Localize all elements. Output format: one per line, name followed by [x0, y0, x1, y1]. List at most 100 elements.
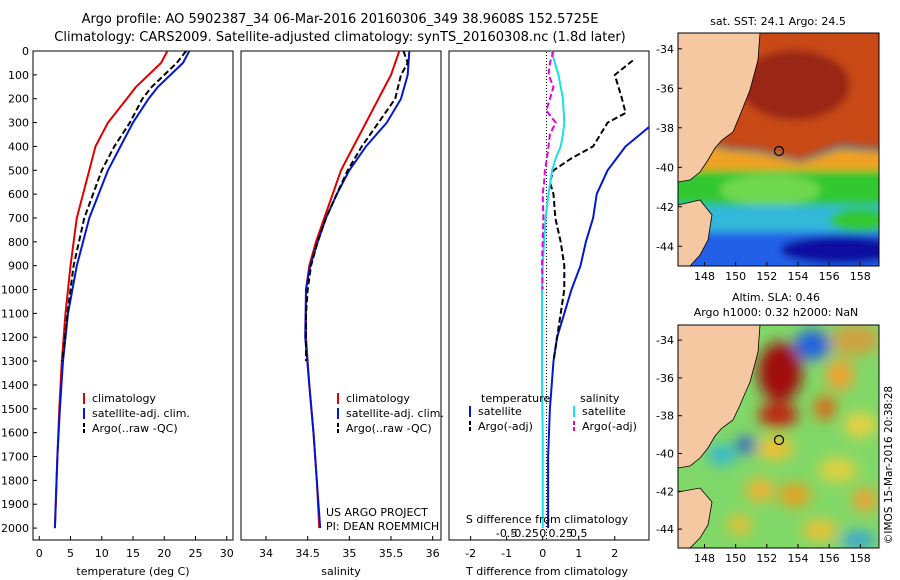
project-credit: US ARGO PROJECT	[326, 506, 428, 519]
lon-tick-label: 148	[694, 552, 715, 565]
sst-map-axes: 148 150 152 154 156 158 -34 -36 -38 -40 -42 -44	[656, 43, 871, 283]
x-tick-label: 15	[126, 547, 140, 560]
lat-tick-label: -34	[656, 334, 674, 347]
sla-map	[678, 325, 879, 548]
y-tick-label: 2000	[1, 522, 29, 535]
y-tick-label: 200	[8, 93, 29, 106]
y-tick-label: 700	[8, 212, 29, 225]
pi-credit: PI: DEAN ROEMMICH	[326, 520, 439, 533]
lat-tick-label: -38	[656, 410, 674, 423]
lon-tick-label: 158	[850, 552, 871, 565]
legend-argo: Argo(..raw -QC)	[92, 422, 178, 435]
legend-climatology: climatology	[92, 392, 156, 405]
lat-tick-label: -34	[656, 43, 674, 56]
y-tick-label: 1000	[1, 284, 29, 297]
lat-tick-label: -38	[656, 122, 674, 135]
series-line	[541, 51, 566, 529]
y-tick-label: 1300	[1, 355, 29, 368]
sst-map-title: sat. SST: 24.1 Argo: 24.5	[710, 15, 846, 28]
y-tick-label: 800	[8, 236, 29, 249]
x-tick-label: 10	[95, 547, 109, 560]
series-line	[547, 125, 649, 529]
temperature-x-axis: 0 5 10 15 20 25 30	[36, 536, 234, 560]
sla-map-axes: 148 150 152 154 156 158 -34 -36 -38 -40 -42 -44	[656, 334, 871, 565]
y-tick-label: 0	[22, 45, 29, 58]
x-tick-label: 35.5	[379, 547, 404, 560]
y-tick-label: 1400	[1, 379, 29, 392]
lon-tick-label: 150	[725, 552, 746, 565]
difference-panel	[448, 50, 650, 541]
salinity-legend: climatology satellite-adj. clim. Argo(..…	[337, 392, 444, 435]
imos-credit: ©IMOS 15-Mar-2016 20:38:28	[883, 386, 895, 544]
y-tick-label: 1700	[1, 451, 29, 464]
sst-map	[678, 33, 879, 266]
lon-tick-label: 154	[787, 552, 808, 565]
depth-axis: 0 100 200 300 400 500 600 700 800 900 1000 1100 1200…	[1, 45, 37, 535]
x-tick-label: 2	[611, 547, 618, 560]
lon-tick-label: 150	[725, 270, 746, 283]
lat-tick-label: -44	[656, 523, 674, 536]
salinity-x-axis: 34 34.5 35 35.5 36	[259, 536, 440, 560]
y-tick-label: 1200	[1, 331, 29, 344]
x-tick-label: 36	[426, 547, 440, 560]
y-tick-label: 1500	[1, 403, 29, 416]
lon-tick-label: 152	[756, 270, 777, 283]
legend-t-argo: Argo(-adj)	[478, 420, 533, 433]
australia-land	[678, 33, 760, 182]
s-tick-label: -0.5	[496, 527, 517, 540]
y-tick-label: 1900	[1, 498, 29, 511]
salinity-xlabel: salinity	[321, 565, 361, 578]
lon-tick-label: 152	[756, 552, 777, 565]
x-tick-label: 34.5	[295, 547, 320, 560]
argo-float-marker	[773, 434, 785, 446]
x-tick-label: 30	[220, 547, 234, 560]
legend-satellite-adj: satellite-adj. clim.	[92, 407, 190, 420]
lon-tick-label: 156	[819, 552, 840, 565]
lat-tick-label: -40	[656, 161, 674, 174]
lat-tick-label: -36	[656, 82, 674, 95]
series-line	[305, 51, 409, 362]
legend-s-satellite: satellite	[582, 405, 626, 418]
s-tick-label: 0.5	[570, 527, 588, 540]
y-tick-label: 1800	[1, 474, 29, 487]
temperature-legend: climatology satellite-adj. clim. Argo(..…	[83, 392, 190, 435]
header-line-1: Argo profile: AO 5902387_34 06-Mar-2016 …	[82, 12, 599, 27]
series-line	[53, 51, 191, 529]
difference-lines	[541, 51, 649, 529]
lon-tick-label: 156	[819, 270, 840, 283]
legend-s-argo: Argo(-adj)	[582, 420, 637, 433]
lat-tick-label: -44	[656, 240, 674, 253]
legend-salinity-title: salinity	[580, 392, 620, 405]
salinity-lines	[304, 51, 411, 529]
series-line	[304, 51, 411, 529]
x-tick-label: 20	[157, 547, 171, 560]
y-tick-label: 600	[8, 188, 29, 201]
y-tick-label: 100	[8, 69, 29, 82]
x-tick-label: -2	[465, 547, 476, 560]
sla-map-title: Altim. SLA: 0.46	[732, 291, 820, 304]
x-tick-label: 0	[539, 547, 546, 560]
y-tick-label: 1600	[1, 427, 29, 440]
series-line	[305, 51, 401, 529]
x-tick-label: 5	[67, 547, 74, 560]
s-tick-label: 0	[539, 527, 546, 540]
series-line	[61, 51, 187, 362]
x-tick-label: 0	[36, 547, 43, 560]
y-tick-label: 300	[8, 117, 29, 130]
legend-temperature-title: temperature	[481, 392, 550, 405]
salinity-panel	[240, 50, 442, 541]
series-line	[541, 51, 557, 290]
temperature-xlabel: temperature (deg C)	[76, 565, 189, 578]
legend-satellite-adj: satellite-adj. clim.	[346, 407, 444, 420]
difference-legend-temperature: temperature satellite Argo(-adj)	[469, 392, 550, 433]
lon-tick-label: 148	[694, 270, 715, 283]
lat-tick-label: -42	[656, 485, 674, 498]
legend-climatology: climatology	[346, 392, 410, 405]
lon-tick-label: 154	[787, 270, 808, 283]
australia-land	[678, 325, 760, 468]
x-tick-label: 1	[575, 547, 582, 560]
lat-tick-label: -40	[656, 448, 674, 461]
difference-legend-salinity: salinity satellite Argo(-adj)	[573, 392, 637, 433]
s-tick-label: -0.25	[510, 527, 538, 540]
